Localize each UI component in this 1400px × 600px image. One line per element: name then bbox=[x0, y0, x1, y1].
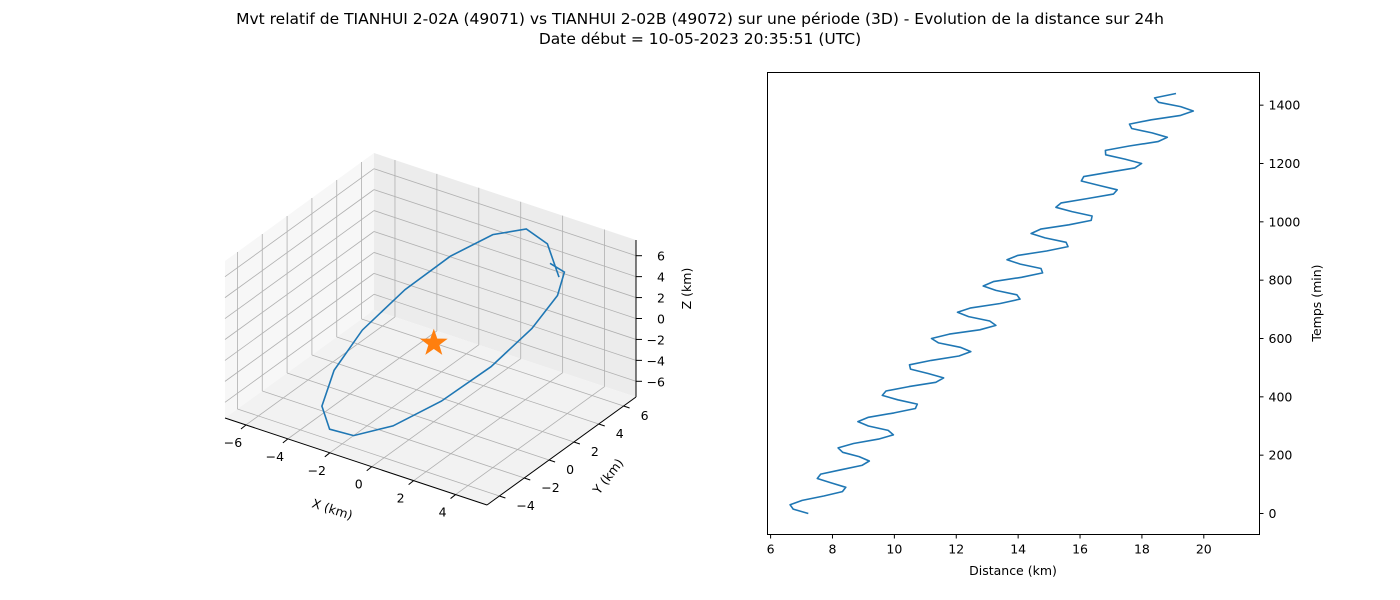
y-tick-3d bbox=[623, 405, 630, 409]
x-tick-label-3d: 4 bbox=[439, 505, 447, 520]
grid-line-z-back bbox=[373, 272, 637, 361]
y-tick-3d bbox=[573, 441, 581, 445]
target-star-marker bbox=[419, 328, 448, 355]
x-tick-label: 6 bbox=[767, 542, 775, 557]
grid-line-z-left bbox=[224, 252, 375, 361]
y-tick-label: 1200 bbox=[1269, 156, 1301, 171]
z-tick-label-3d: 6 bbox=[657, 249, 665, 264]
z-tick-label-3d: −6 bbox=[647, 374, 665, 389]
grid-line-x-floor bbox=[287, 330, 438, 440]
plot-2d: 6 8 10 12 14 16 18 200200400600800100012001400 … bbox=[767, 72, 1324, 578]
y-axis-line-3d bbox=[486, 396, 637, 506]
x-tick-3d bbox=[408, 480, 414, 486]
y-tick-3d bbox=[524, 477, 531, 481]
y-axis-label-3d: Y (km) bbox=[589, 456, 627, 498]
y-tick-label-3d: 4 bbox=[616, 426, 624, 441]
y-tick-label-3d: 0 bbox=[566, 462, 574, 477]
y-tick-label: 800 bbox=[1269, 273, 1293, 288]
x-tick-3d bbox=[450, 494, 456, 499]
grid-3d bbox=[224, 159, 637, 497]
x-tick-label: 18 bbox=[1134, 542, 1150, 557]
y-tick-label: 0 bbox=[1269, 506, 1277, 521]
y-tick-label-3d: −2 bbox=[541, 480, 559, 495]
grid-line-y-floor bbox=[237, 408, 500, 497]
y-tick-label-3d: −4 bbox=[516, 498, 534, 513]
y-tick-label: 200 bbox=[1269, 448, 1293, 463]
x-tick-label-3d: 2 bbox=[397, 491, 405, 506]
grid-line-z-back bbox=[373, 168, 637, 257]
x-tick-3d bbox=[324, 452, 331, 458]
grid-line-y-floor bbox=[262, 390, 525, 479]
x-tick-label: 12 bbox=[948, 542, 964, 557]
z-tick-label-3d: 4 bbox=[657, 270, 665, 285]
x-axis-label-3d: X (km) bbox=[310, 496, 354, 523]
z-tick-label-3d: −4 bbox=[647, 353, 665, 368]
y-tick-3d bbox=[598, 423, 605, 427]
grid-line-z-back bbox=[373, 231, 637, 319]
plot-frame bbox=[767, 72, 1260, 535]
x-tick-label-3d: −6 bbox=[224, 435, 242, 450]
grid-line-x-floor bbox=[371, 358, 521, 468]
grid-line-z-back bbox=[373, 293, 637, 382]
x-tick-label-3d: 0 bbox=[355, 477, 363, 492]
z-tick-label-3d: 0 bbox=[657, 312, 665, 327]
y-tick-3d bbox=[499, 495, 506, 499]
y-tick-label-3d: 6 bbox=[641, 408, 649, 423]
y-tick-label: 1000 bbox=[1269, 214, 1301, 229]
y-tick-label: 600 bbox=[1269, 331, 1293, 346]
plot-3d: −6 −4 −2 0 2 4 −4 −2 0 2 4 6 −6 −4 −2 0 2 4 6 X (km) Y (km… bbox=[224, 153, 694, 523]
x-tick-label: 16 bbox=[1072, 542, 1088, 557]
x-tick-label: 14 bbox=[1010, 542, 1026, 557]
grid-line-z-left bbox=[224, 168, 375, 278]
ticks-3d: −6 −4 −2 0 2 4 −4 −2 0 2 4 6 −6 −4 −2 0 2 4 6 bbox=[224, 249, 665, 520]
z-axis-label-3d: Z (km) bbox=[679, 268, 694, 310]
y-tick-3d bbox=[548, 459, 556, 463]
y-tick-label: 400 bbox=[1269, 389, 1293, 404]
grid-line-z-left bbox=[224, 293, 375, 403]
grid-line-y-floor bbox=[361, 318, 624, 407]
x-tick-3d bbox=[240, 424, 247, 430]
grid-line-z-left bbox=[224, 189, 375, 298]
x-axis-label: Distance (km) bbox=[969, 563, 1057, 578]
z-tick-label-3d: −2 bbox=[647, 332, 665, 347]
grid-line-z-back bbox=[373, 210, 637, 298]
x-tick-label: 10 bbox=[886, 542, 902, 557]
chart-title: Mvt relatif de TIANHUI 2-02A (49071) vs … bbox=[236, 10, 1164, 28]
y-tick-label: 1400 bbox=[1269, 98, 1301, 113]
grid-line-x-floor bbox=[245, 316, 396, 426]
distance-series-line bbox=[789, 92, 1195, 515]
x-tick-label-3d: −4 bbox=[266, 449, 284, 464]
x-tick-3d bbox=[282, 438, 289, 444]
relative-orbit-line bbox=[321, 228, 566, 437]
grid-line-y-floor bbox=[311, 354, 575, 443]
grid-line-z-left bbox=[224, 273, 375, 382]
x-tick-label: 20 bbox=[1196, 542, 1212, 557]
grid-line-z-left bbox=[224, 231, 375, 340]
y-tick-label-3d: 2 bbox=[591, 444, 599, 459]
x-tick-label: 8 bbox=[829, 542, 837, 557]
z-tick-label-3d: 2 bbox=[657, 291, 665, 306]
chart-subtitle: Date début = 10-05-2023 20:35:51 (UTC) bbox=[538, 30, 862, 48]
grid-line-y-floor bbox=[336, 336, 599, 425]
x-tick-label-3d: −2 bbox=[308, 463, 326, 478]
grid-line-x-floor bbox=[455, 386, 605, 495]
grid-line-z-back bbox=[373, 252, 637, 340]
grid-line-z-left bbox=[224, 210, 375, 319]
grid-line-x-floor bbox=[413, 372, 563, 481]
grid-line-y-floor bbox=[286, 372, 550, 461]
x-axis-line-3d bbox=[224, 417, 488, 506]
y-axis-label: Temps (min) bbox=[1309, 264, 1324, 342]
x-tick-3d bbox=[366, 466, 373, 472]
